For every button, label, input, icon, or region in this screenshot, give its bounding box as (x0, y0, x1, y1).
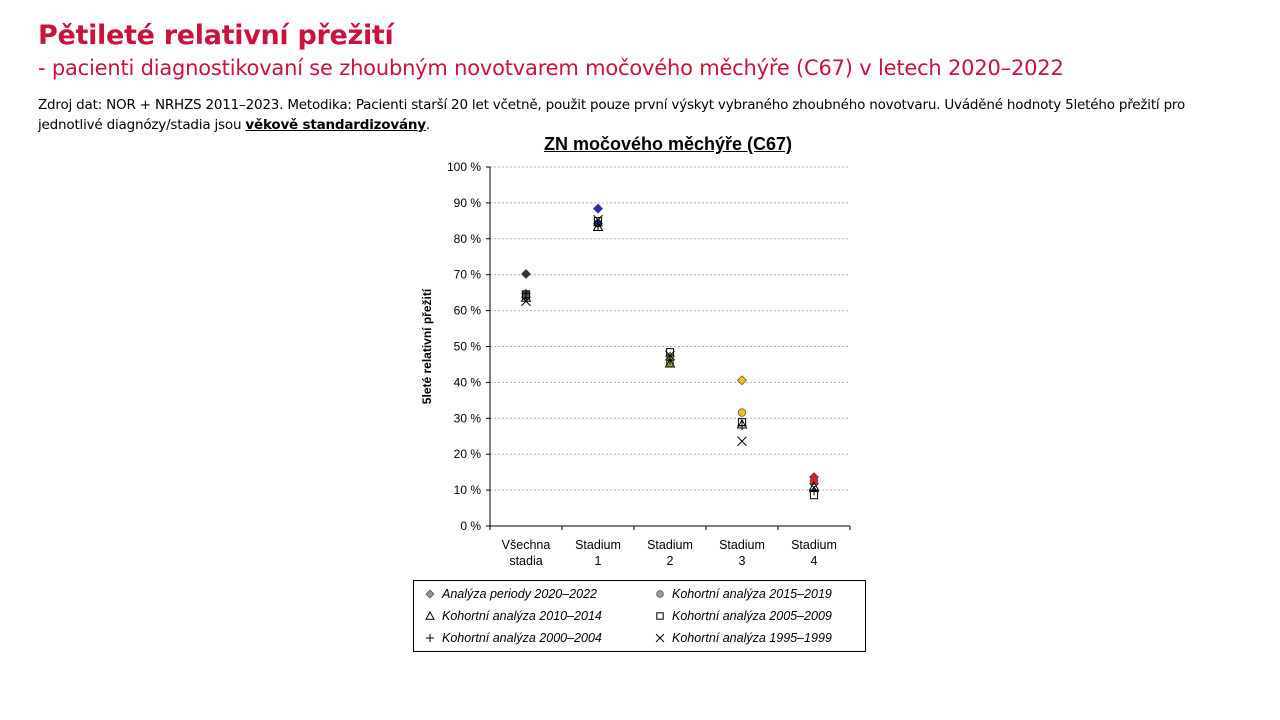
x-category-label: Stadium 2 (647, 538, 693, 568)
data-point-x (593, 214, 603, 225)
y-tick-label: 40 % (454, 375, 482, 389)
data-point-diamond (593, 203, 603, 214)
source-text: Zdroj dat: NOR + NRHZS 2011–2023. Metodi… (38, 97, 1186, 133)
legend-item: Kohortní analýza 2015–2019 (654, 587, 832, 601)
x-category-label: Všechna stadia (502, 538, 551, 568)
legend-label: Kohortní analýza 2015–2019 (672, 587, 832, 601)
legend-marker (656, 612, 664, 620)
data-point-x (521, 296, 531, 307)
data-point-circle (737, 408, 747, 417)
legend-marker-diamond-icon (425, 589, 435, 599)
data-point-x (809, 482, 819, 493)
y-tick-label: 70 % (454, 268, 482, 282)
legend-marker (425, 589, 435, 599)
legend-label: Kohortní analýza 2010–2014 (442, 609, 602, 623)
legend-marker-triangle-icon (425, 610, 435, 620)
y-tick-label: 50 % (454, 340, 482, 354)
legend-marker (425, 610, 435, 620)
y-tick-label: 30 % (454, 411, 482, 425)
page-subtitle: - pacienti diagnostikovaní se zhoubným n… (38, 56, 1064, 80)
y-tick-label: 10 % (454, 483, 482, 497)
x-category-label: Stadium 3 (719, 538, 765, 568)
data-point-triangle (592, 221, 604, 232)
y-tick-label: 60 % (454, 304, 482, 318)
data-point-plus (665, 355, 675, 365)
legend-item: Kohortní analýza 2005–2009 (654, 609, 832, 623)
source-end: . (425, 117, 430, 133)
chart-legend: Analýza periody 2020–2022 Kohortní analýz… (413, 580, 866, 652)
legend-item: Analýza periody 2020–2022 (424, 587, 597, 601)
legend-marker-square-icon (656, 612, 664, 620)
legend-label: Analýza periody 2020–2022 (442, 587, 597, 601)
y-tick-label: 90 % (454, 196, 482, 210)
data-point-circle (809, 476, 819, 485)
data-point-plus (593, 221, 603, 231)
legend-marker-x-icon (655, 633, 665, 643)
data-point-diamond (737, 375, 747, 386)
y-tick-label: 80 % (454, 232, 482, 246)
data-point-x (737, 436, 747, 447)
legend-marker (426, 634, 434, 642)
legend-item: Kohortní analýza 1995–1999 (654, 631, 832, 645)
page-title: Pětileté relativní přežití (38, 20, 394, 51)
legend-marker-plus-icon (426, 634, 434, 642)
y-tick-label: 20 % (454, 447, 482, 461)
legend-item: Kohortní analýza 2000–2004 (424, 631, 602, 645)
source-note: Zdroj dat: NOR + NRHZS 2011–2023. Metodi… (38, 95, 1253, 135)
legend-label: Kohortní analýza 2005–2009 (672, 609, 832, 623)
legend-item: Kohortní analýza 2010–2014 (424, 609, 602, 623)
legend-label: Kohortní analýza 2000–2004 (442, 631, 602, 645)
data-point-plus (521, 288, 531, 298)
legend-marker (655, 633, 665, 643)
data-point-x (665, 350, 675, 361)
source-emphasis: věkově standardizovány (245, 117, 426, 133)
x-category-label: Stadium 4 (791, 538, 837, 568)
x-category-label: Stadium 1 (575, 538, 621, 568)
legend-label: Kohortní analýza 1995–1999 (672, 631, 832, 645)
legend-marker-circle-icon (656, 590, 664, 598)
y-tick-label: 100 % (447, 160, 481, 174)
chart-title: ZN močového měchýře (C67) (543, 134, 793, 154)
data-point-triangle (664, 357, 676, 368)
y-axis-label: 5leté relativní přežití (420, 288, 434, 404)
data-point-plus (737, 420, 747, 430)
legend-marker (656, 590, 664, 598)
data-point-diamond (521, 269, 531, 279)
y-tick-label: 0 % (460, 519, 481, 533)
